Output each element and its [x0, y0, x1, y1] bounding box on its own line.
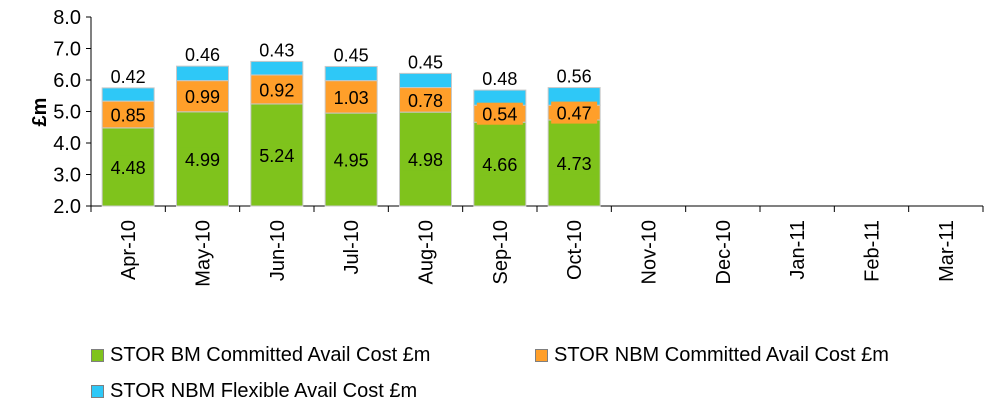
y-axis-label: £m	[29, 98, 51, 127]
data-label-bg	[402, 148, 449, 171]
bar-segment	[176, 65, 229, 82]
data-label: 0.56	[557, 67, 592, 87]
x-tick-label: Sep-10	[490, 220, 512, 285]
data-label-bg	[476, 102, 523, 125]
x-tick-label: Apr-10	[118, 220, 140, 280]
data-label: 0.99	[185, 87, 220, 107]
data-label-bg	[328, 148, 375, 171]
data-label: 0.54	[482, 105, 517, 125]
data-label: 4.95	[334, 151, 369, 171]
data-labels: 4.48 0.85 0.42 4.99 0.99 0.46 5.24 0.92 0.43 4.95…	[105, 40, 598, 178]
y-axis: 2.0 3.0 4.0 5.0 6.0 7.0 8.0	[53, 7, 92, 218]
data-label: 4.99	[185, 150, 220, 170]
data-label: 0.45	[334, 45, 369, 65]
x-axis: Apr-10 May-10 Jun-10 Jul-10 Aug-10 Sep-10 Oct-…	[90, 205, 984, 287]
y-tick-label: 4.0	[53, 133, 81, 155]
data-label: 0.46	[185, 45, 220, 65]
data-label-bg	[253, 143, 300, 166]
x-tick-label: Jul-10	[341, 220, 363, 274]
bar-segment	[324, 65, 378, 82]
data-label-bg	[105, 103, 152, 126]
y-tick-label: 8.0	[53, 7, 81, 29]
data-label-bg	[179, 85, 226, 108]
data-label: 4.73	[557, 154, 592, 174]
x-tick-label: Dec-10	[713, 220, 735, 284]
x-tick-label: Feb-11	[862, 220, 884, 282]
data-label-bg	[551, 152, 598, 175]
bar-segment	[101, 87, 155, 102]
data-label: 0.43	[259, 40, 294, 60]
data-label-bg	[402, 88, 449, 111]
data-label: 0.45	[408, 52, 443, 72]
y-tick-label: 5.0	[53, 102, 81, 124]
x-tick-label: Mar-11	[936, 220, 958, 282]
data-label: 1.03	[334, 88, 369, 108]
data-label: 0.42	[111, 67, 146, 87]
data-label: 0.85	[111, 105, 146, 125]
x-tick-label: Jun-10	[267, 220, 289, 281]
data-label-bg	[179, 147, 226, 170]
data-label: 4.98	[408, 150, 443, 170]
data-label-bg	[253, 78, 300, 101]
data-label-bg	[328, 85, 375, 108]
x-tick-label: Aug-10	[416, 220, 438, 285]
bars	[101, 60, 601, 207]
y-tick-label: 2.0	[53, 196, 81, 218]
bar-segment	[399, 72, 452, 89]
data-label: 4.48	[111, 158, 146, 178]
data-label: 4.66	[482, 155, 517, 175]
data-label: 0.47	[557, 104, 592, 124]
y-tick-label: 3.0	[53, 165, 81, 187]
data-label-bg	[551, 101, 598, 124]
data-label-bg	[476, 153, 523, 176]
data-label: 0.78	[408, 91, 443, 111]
x-tick-label: May-10	[193, 220, 215, 287]
data-label-bg	[105, 155, 152, 178]
x-tick-label: Jan-11	[787, 220, 809, 280]
y-tick-label: 6.0	[53, 70, 81, 92]
bar-segment	[250, 60, 304, 76]
y-tick-label: 7.0	[53, 39, 81, 61]
data-label: 5.24	[259, 146, 294, 166]
x-tick-label: Oct-10	[564, 220, 586, 280]
data-label: 0.92	[259, 80, 294, 100]
data-label: 0.48	[482, 69, 517, 89]
x-tick-label: Nov-10	[639, 220, 661, 284]
